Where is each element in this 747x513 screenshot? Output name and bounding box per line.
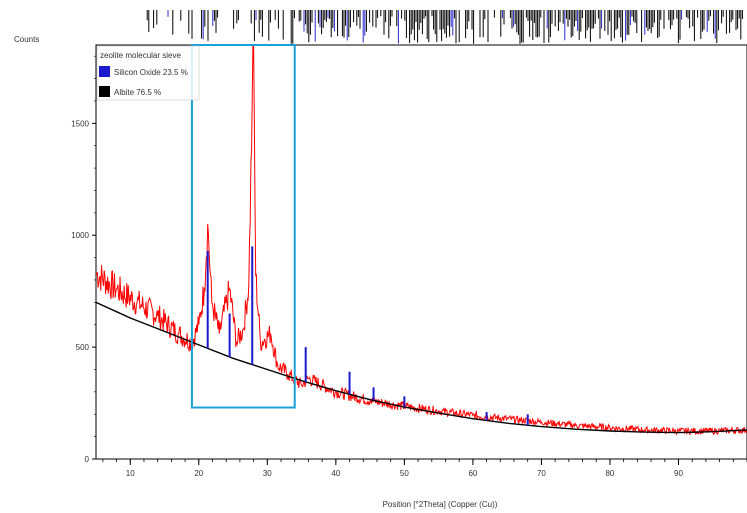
y-axis: 0 500 1000 1500 <box>71 55 96 464</box>
series-layer <box>95 43 747 436</box>
x-tick-label-4: 50 <box>400 469 409 478</box>
y-tick-label-3: 1500 <box>71 119 89 128</box>
x-tick-label-2: 30 <box>263 469 272 478</box>
series-fit-line <box>95 301 747 434</box>
x-tick-label-1: 20 <box>194 469 203 478</box>
x-axis: 10 20 30 40 50 60 70 80 90 <box>102 459 747 478</box>
series-observed-line <box>95 43 747 436</box>
legend-title: zeolite molecular sieve <box>100 51 181 60</box>
legend-box <box>96 45 200 101</box>
y-tick-label-1: 500 <box>76 343 90 352</box>
x-axis-title: Position [°2Theta] (Copper (Cu)) <box>383 500 498 509</box>
legend-label-silicon-oxide: Silicon Oxide 23.5 % <box>114 68 188 77</box>
x-tick-label-6: 70 <box>537 469 546 478</box>
legend-swatch-silicon-oxide <box>99 66 110 77</box>
x-tick-label-7: 80 <box>605 469 614 478</box>
x-tick-label-5: 60 <box>468 469 477 478</box>
legend-swatch-albite <box>99 86 110 97</box>
y-tick-label-0: 0 <box>85 455 90 464</box>
x-tick-label-0: 10 <box>126 469 135 478</box>
y-tick-label-2: 1000 <box>71 231 89 240</box>
legend-label-albite: Albite 76.5 % <box>114 88 161 97</box>
x-tick-label-3: 40 <box>331 469 340 478</box>
plot-frame <box>95 44 747 460</box>
highlight-box <box>190 44 296 409</box>
reference-pattern-strip <box>146 10 743 44</box>
x-tick-label-8: 90 <box>674 469 683 478</box>
legend: zeolite molecular sieve Silicon Oxide 23… <box>96 45 200 101</box>
y-axis-title: Counts <box>14 35 39 44</box>
